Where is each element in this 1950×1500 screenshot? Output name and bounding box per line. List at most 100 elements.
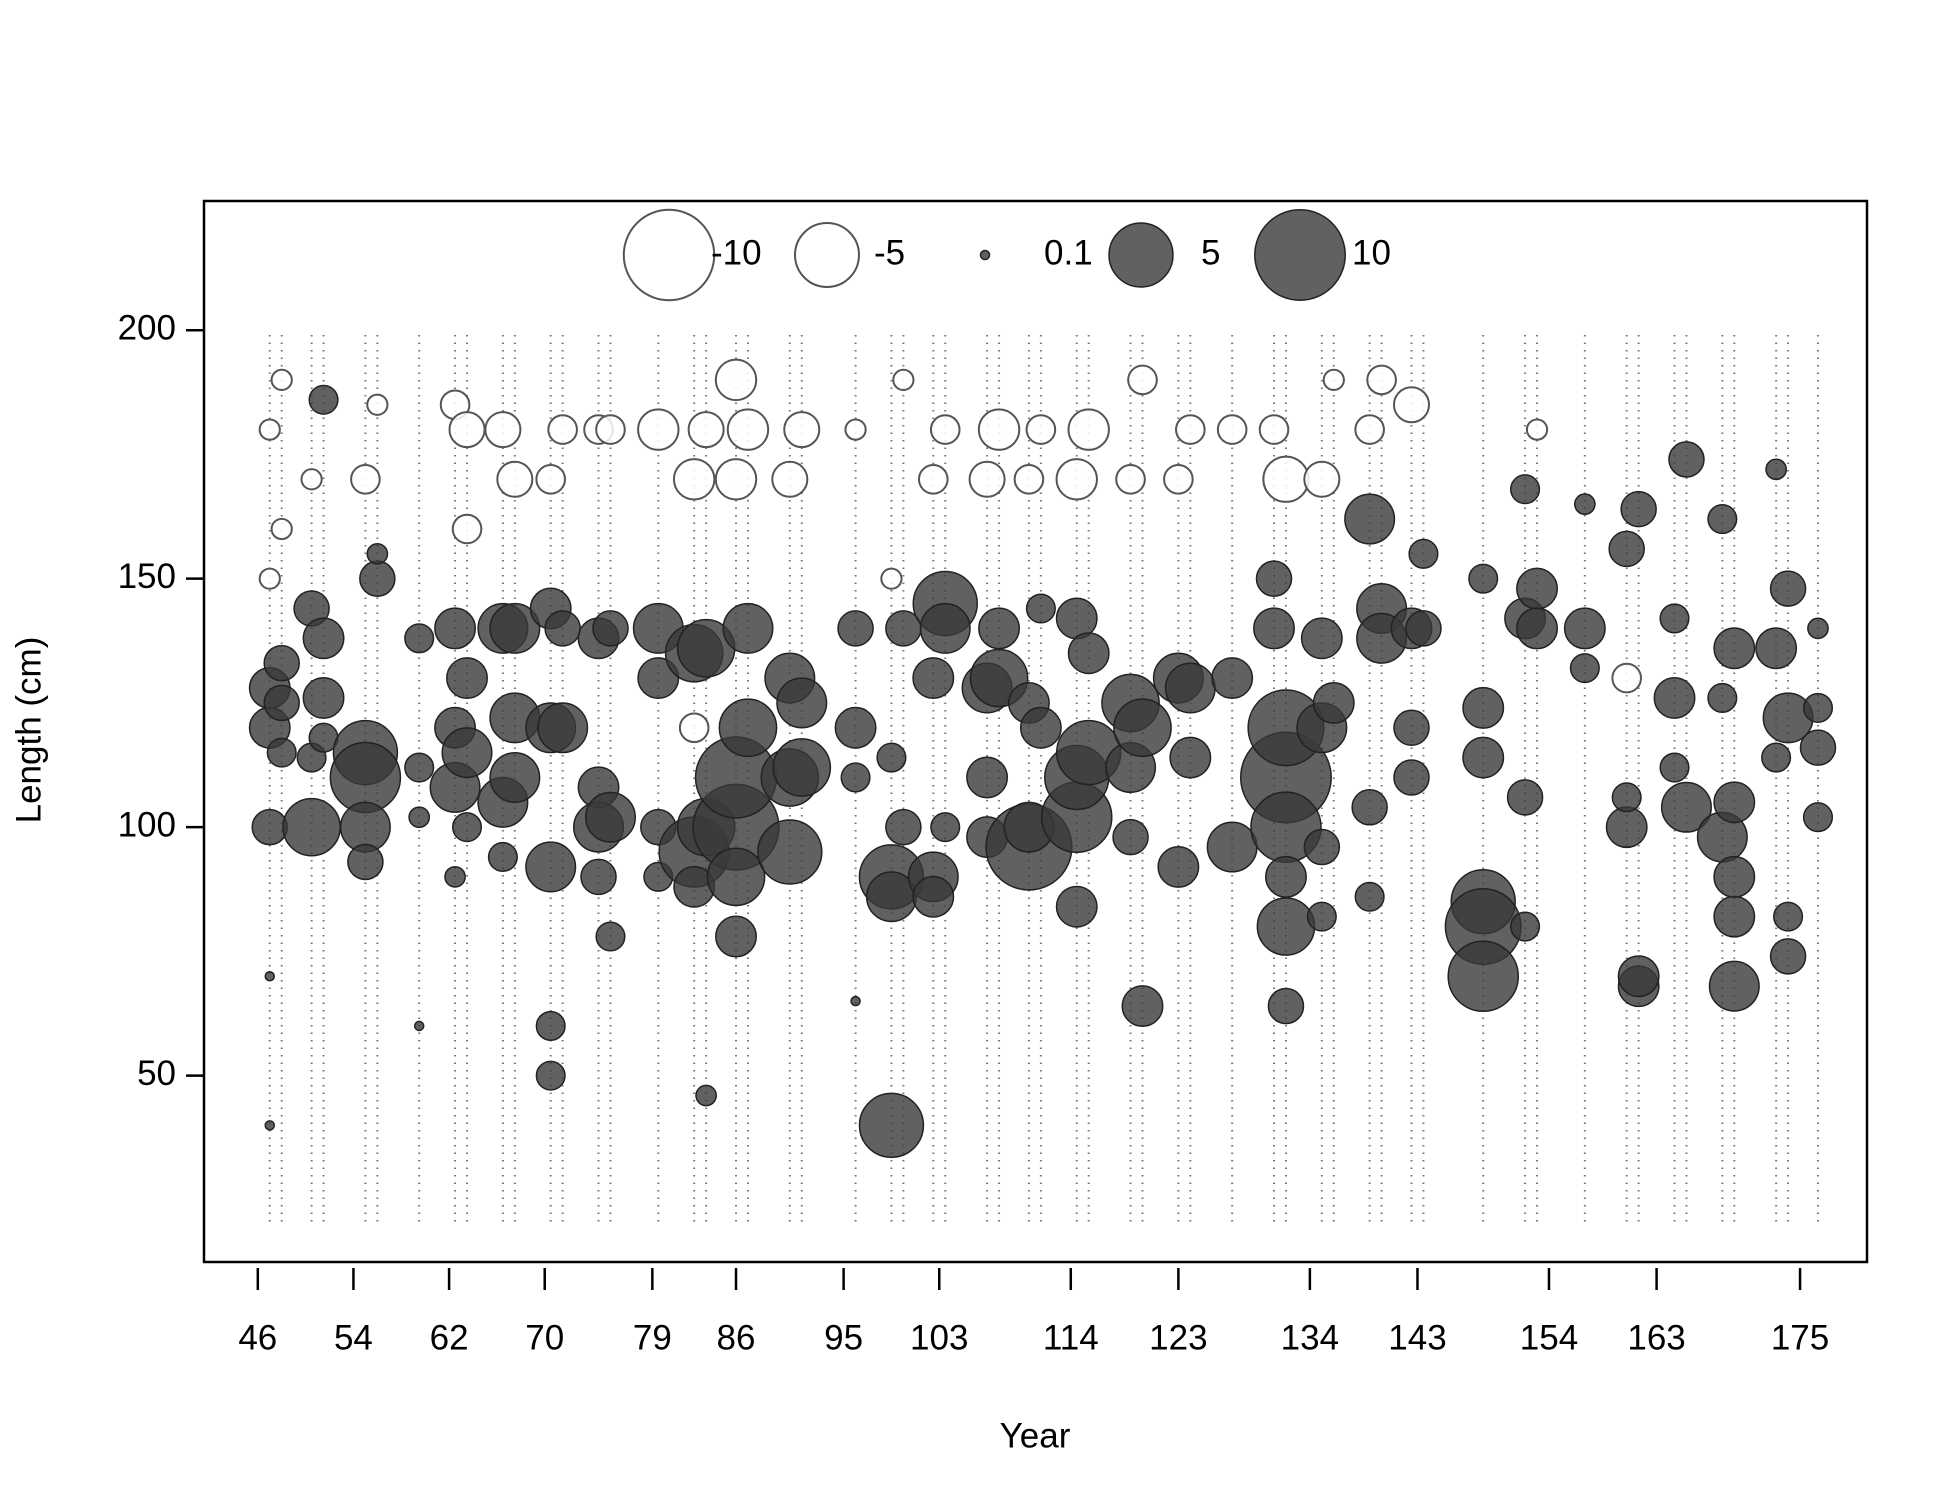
- bubble: [484, 411, 522, 449]
- bubble: [718, 698, 778, 758]
- bubble: [876, 742, 907, 773]
- bubble: [1713, 627, 1756, 670]
- x-tick-label: 175: [1771, 1318, 1829, 1357]
- bubble: [1802, 802, 1834, 833]
- bubble: [714, 458, 758, 501]
- bubble: [917, 463, 949, 495]
- bubble: [1807, 617, 1829, 640]
- legend-label: -10: [711, 233, 762, 272]
- bubble: [1707, 682, 1738, 714]
- bubble: [1067, 632, 1110, 675]
- bubble: [489, 602, 541, 654]
- x-tick-label: 46: [238, 1318, 277, 1357]
- bubble: [912, 875, 955, 918]
- bubble: [837, 610, 874, 647]
- bubble: [1262, 455, 1310, 503]
- bubble: [1569, 653, 1600, 684]
- bubble: [637, 657, 680, 700]
- bubble: [1510, 911, 1541, 942]
- bubble: [1255, 560, 1293, 597]
- bubble: [929, 414, 961, 445]
- legend-label: 0.1: [1044, 233, 1093, 272]
- bubble: [1211, 657, 1254, 700]
- bubble: [772, 738, 832, 797]
- bubble: [1525, 418, 1549, 441]
- bubble: [1112, 818, 1149, 856]
- bubble: [404, 623, 435, 654]
- bubble: [1256, 897, 1316, 956]
- bubble: [1713, 781, 1756, 824]
- bubble: [1608, 530, 1645, 568]
- bubble: [1802, 692, 1834, 723]
- bubble: [1611, 782, 1642, 813]
- bubble: [1653, 676, 1696, 719]
- x-tick-label: 154: [1520, 1318, 1578, 1357]
- x-tick-label: 134: [1281, 1318, 1339, 1357]
- bubble: [1157, 845, 1200, 888]
- bubble: [258, 418, 281, 441]
- bubble: [350, 463, 381, 495]
- bubble: [1175, 414, 1206, 445]
- bubble: [1769, 570, 1807, 607]
- y-tick-label: 100: [118, 805, 176, 844]
- bubble: [1708, 960, 1760, 1012]
- bubble: [714, 358, 758, 402]
- x-tick-label: 114: [1043, 1318, 1099, 1357]
- x-tick-label: 54: [334, 1318, 373, 1357]
- legend-bubble: [794, 222, 860, 288]
- bubble: [263, 684, 300, 722]
- bubble: [1127, 364, 1158, 396]
- bubble: [258, 567, 281, 590]
- bubble: [1405, 610, 1442, 647]
- bubble: [715, 915, 757, 958]
- bubble: [1264, 855, 1307, 898]
- bubble: [726, 408, 770, 451]
- bubble: [595, 414, 626, 445]
- bubble: [850, 995, 861, 1007]
- bubble: [1300, 617, 1343, 660]
- bubble: [446, 657, 488, 700]
- bubble: [264, 1120, 276, 1131]
- bubble: [912, 657, 955, 700]
- bubble: [1761, 742, 1792, 773]
- bubble: [547, 414, 578, 445]
- bubble: [1462, 686, 1505, 729]
- bubble: [1447, 940, 1520, 1013]
- bubble: [1769, 938, 1807, 975]
- bubble: [1055, 458, 1098, 501]
- bubble: [858, 1092, 925, 1159]
- bubble: [1121, 985, 1164, 1028]
- bubble: [544, 610, 581, 647]
- bubble: [1019, 706, 1062, 749]
- legend-bubble: [1108, 222, 1174, 288]
- bubble: [1468, 563, 1499, 594]
- bubble: [302, 617, 345, 660]
- legend-bubble: [622, 208, 716, 302]
- x-tick-label: 95: [824, 1318, 863, 1357]
- bubble: [1164, 662, 1216, 714]
- bubble: [496, 460, 534, 498]
- bubble: [1344, 493, 1396, 545]
- bubble: [1393, 759, 1430, 796]
- bubble: [1659, 752, 1690, 783]
- bubble: [595, 921, 626, 952]
- bubble: [1351, 789, 1388, 826]
- bubble: [1392, 386, 1431, 424]
- bubble: [535, 463, 567, 495]
- bubble: [706, 847, 766, 907]
- bubble: [359, 560, 396, 597]
- bubble: [302, 676, 345, 719]
- bubble: [1306, 901, 1337, 932]
- bubble: [1617, 955, 1660, 998]
- bubble: [1605, 806, 1648, 849]
- bubble: [413, 1020, 425, 1032]
- bubble: [1713, 895, 1756, 938]
- bubble: [535, 1060, 566, 1091]
- bubble: [441, 727, 493, 779]
- bubble: [537, 702, 589, 754]
- bubble: [251, 808, 289, 846]
- bubble: [844, 418, 867, 441]
- x-tick-label: 70: [525, 1318, 564, 1357]
- bubble: [448, 411, 486, 449]
- bubble: [919, 602, 971, 654]
